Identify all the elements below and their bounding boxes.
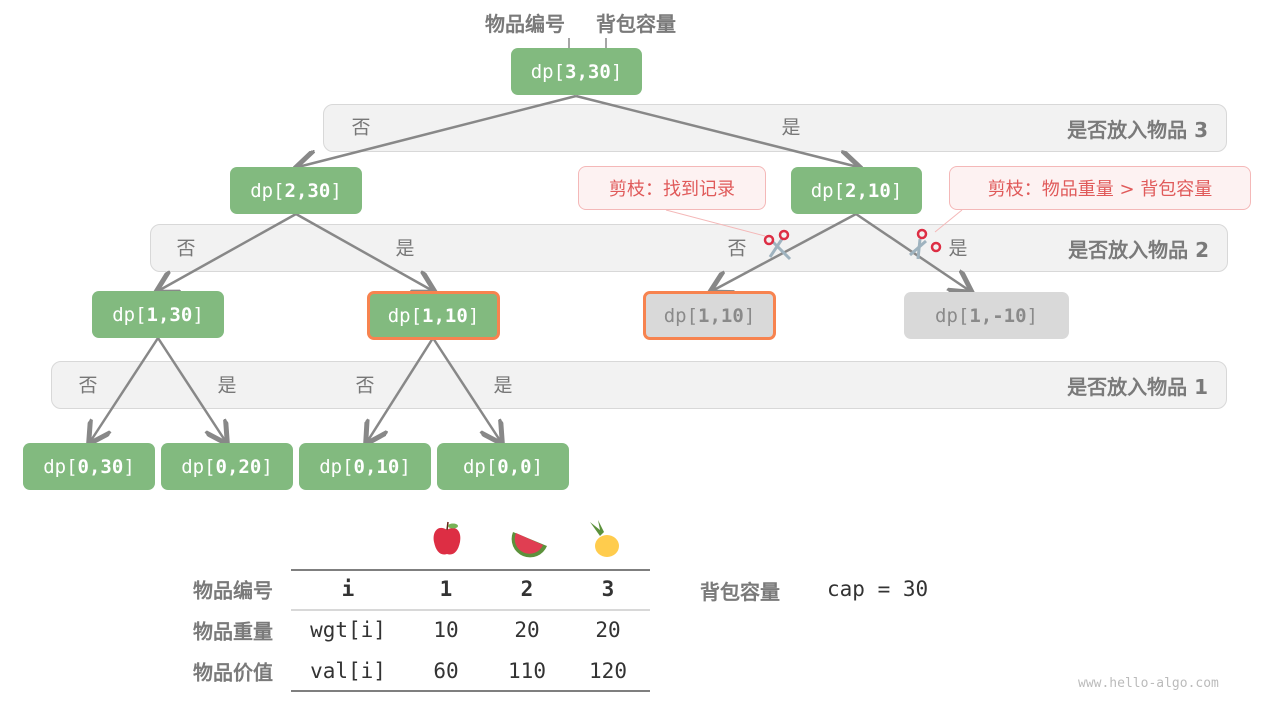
node-dp-1-30: dp[1,30] (92, 291, 224, 338)
edge-label-no: 否 (355, 374, 375, 397)
callout-pruned-overweight: 剪枝：物品重量 > 背包容量 (949, 166, 1251, 210)
level-band-1: 是否放入物品 1 (51, 361, 1227, 409)
edge-label-yes: 是 (493, 374, 513, 397)
apple-icon (433, 521, 461, 555)
node-dp-1-10-computed: dp[1,10] (367, 291, 500, 340)
table-cell: wgt[i] (310, 618, 386, 642)
edge (158, 212, 297, 291)
table-header-cell: i (341, 577, 355, 601)
edge-label-no: 否 (727, 237, 747, 260)
watermelon-icon (511, 532, 547, 558)
edge-label-yes: 是 (217, 374, 237, 397)
scissors-icon (763, 229, 792, 261)
node-dp-0-20: dp[0,20] (161, 443, 293, 490)
table-cell: 60 (433, 659, 459, 683)
callout-pruned-found-record: 剪枝：找到记录 (578, 166, 766, 210)
scissors-icon (909, 228, 942, 260)
table-header-cell: 2 (520, 577, 534, 601)
row-label-value: 物品价值 (193, 660, 273, 685)
level-label: 是否放入物品 3 (1067, 117, 1208, 142)
edge-label-yes: 是 (395, 237, 415, 260)
level-label: 是否放入物品 1 (1067, 374, 1208, 399)
capacity-label: 背包容量 (596, 12, 676, 36)
edge-label-no: 否 (351, 116, 371, 139)
edge (431, 337, 501, 442)
row-label-index: 物品编号 (193, 578, 273, 603)
edge (575, 94, 858, 167)
edge-label-yes: 是 (781, 116, 801, 139)
table-cell: 120 (589, 659, 627, 683)
level-label: 是否放入物品 2 (1068, 237, 1209, 262)
table-cell: 10 (433, 618, 459, 642)
node-dp-2-30: dp[2,30] (230, 167, 362, 214)
node-dp-0-30: dp[0,30] (23, 443, 155, 490)
pineapple-icon (590, 520, 619, 557)
table-cell: 20 (514, 618, 540, 642)
node-dp-0-10: dp[0,10] (299, 443, 431, 490)
table-header-cell: 1 (439, 577, 453, 601)
edge (156, 337, 226, 442)
table-header-cell: 3 (601, 577, 615, 601)
node-dp-2-10: dp[2,10] (791, 167, 922, 214)
capacity-value: cap = 30 (827, 577, 929, 601)
table-cell: 110 (508, 659, 546, 683)
edge-label-no: 否 (78, 374, 98, 397)
edge-label-yes: 是 (948, 237, 968, 260)
level-band-3: 是否放入物品 3 (323, 104, 1227, 152)
edge-label-no: 否 (176, 237, 196, 260)
table-cell: val[i] (310, 659, 386, 683)
edge (90, 337, 160, 442)
table-cell: 20 (595, 618, 621, 642)
node-dp-1-neg10: dp[1,-10] (904, 292, 1069, 339)
node-dp-1-10-pruned: dp[1,10] (643, 291, 776, 340)
edge (298, 94, 577, 167)
row-label-weight: 物品重量 (193, 619, 273, 644)
capacity-label: 背包容量 (700, 580, 780, 604)
edge (367, 337, 435, 442)
watermark: www.hello-algo.com (1078, 676, 1219, 691)
node-dp-3-30: dp[3,30] (511, 48, 642, 95)
node-dp-0-0: dp[0,0] (437, 443, 569, 490)
item-index-label: 物品编号 (485, 12, 565, 36)
edge (295, 212, 433, 291)
